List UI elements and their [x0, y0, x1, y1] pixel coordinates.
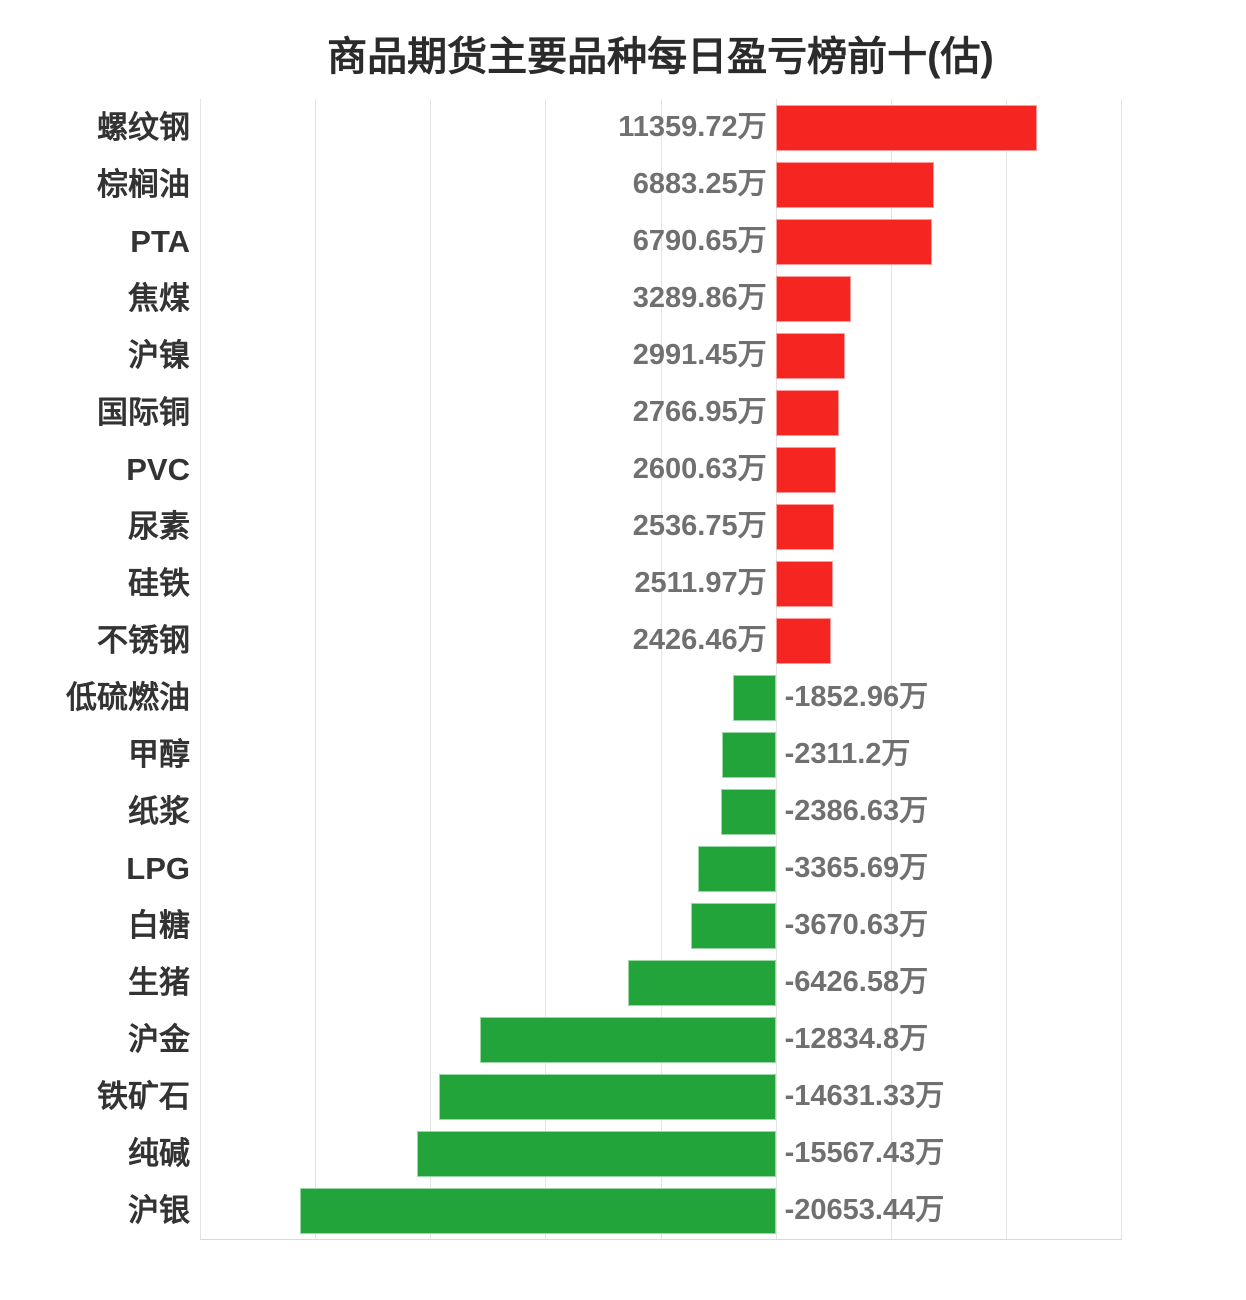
gridline [1121, 99, 1122, 1239]
value-label: -15567.43万 [784, 1137, 945, 1169]
category-label: 白糖 [128, 908, 190, 943]
category-label: 棕榈油 [97, 167, 190, 202]
gridline [315, 99, 317, 1239]
value-label: 2991.45万 [632, 339, 767, 371]
bar [775, 560, 834, 607]
category-label: 沪银 [128, 1193, 190, 1228]
bar [480, 1016, 776, 1063]
category-label: 生猪 [128, 965, 190, 1000]
category-label: 焦煤 [128, 281, 190, 316]
gridline [430, 99, 432, 1239]
bar [438, 1073, 776, 1120]
value-label: 2536.75万 [632, 510, 767, 542]
value-label: -6426.58万 [784, 966, 929, 998]
plot-area [200, 99, 1122, 1239]
gridline [775, 99, 777, 1239]
bar [775, 161, 935, 208]
bar [722, 731, 776, 778]
bar [775, 275, 852, 322]
value-label: 2511.97万 [634, 567, 767, 599]
bar [720, 788, 776, 835]
gridline [660, 99, 662, 1239]
bar [627, 959, 776, 1006]
category-label: 螺纹钢 [97, 110, 190, 145]
bar [691, 902, 776, 949]
value-label: -3365.69万 [784, 852, 929, 884]
value-label: 11359.72万 [618, 111, 767, 143]
gridline [1005, 99, 1007, 1239]
value-label: -2311.2万 [784, 738, 911, 770]
category-label: PTA [130, 224, 190, 259]
value-label: -2386.63万 [784, 795, 929, 827]
gridline [545, 99, 547, 1239]
category-label: LPG [126, 851, 190, 886]
value-label: 3289.86万 [632, 282, 767, 314]
value-label: 6790.65万 [632, 225, 767, 257]
category-label: 铁矿石 [97, 1079, 190, 1114]
category-label: 硅铁 [128, 566, 190, 601]
bar [732, 674, 776, 721]
bar [775, 104, 1038, 151]
value-label: -3670.63万 [784, 909, 929, 941]
x-axis-line [200, 1239, 1122, 1240]
gridline [890, 99, 892, 1239]
value-label: -20653.44万 [784, 1194, 945, 1226]
bar [775, 218, 932, 265]
category-label: 甲醇 [128, 737, 190, 772]
category-label: 不锈钢 [97, 623, 190, 658]
category-label: 尿素 [128, 509, 190, 544]
bar [775, 503, 835, 550]
value-label: 2426.46万 [632, 624, 767, 656]
value-label: 2600.63万 [632, 453, 767, 485]
category-label: PVC [126, 452, 190, 487]
value-label: 2766.95万 [632, 396, 767, 428]
bar [775, 389, 840, 436]
value-label: -1852.96万 [784, 681, 929, 713]
value-label: 6883.25万 [632, 168, 767, 200]
bar [698, 845, 776, 892]
category-label: 国际铜 [97, 395, 190, 430]
chart-title: 商品期货主要品种每日盈亏榜前十(估) [327, 35, 994, 79]
category-label: 纯碱 [128, 1136, 190, 1171]
category-label: 低硫燃油 [66, 680, 190, 715]
bar [775, 617, 832, 664]
category-label: 沪镍 [128, 338, 190, 373]
value-label: -12834.8万 [784, 1023, 929, 1055]
value-label: -14631.33万 [784, 1080, 945, 1112]
bar [417, 1130, 776, 1177]
bar [775, 446, 836, 493]
category-label: 沪金 [128, 1022, 190, 1057]
category-label: 纸浆 [128, 794, 190, 829]
bar [300, 1187, 776, 1234]
gridline [200, 99, 201, 1239]
bar [775, 332, 845, 379]
